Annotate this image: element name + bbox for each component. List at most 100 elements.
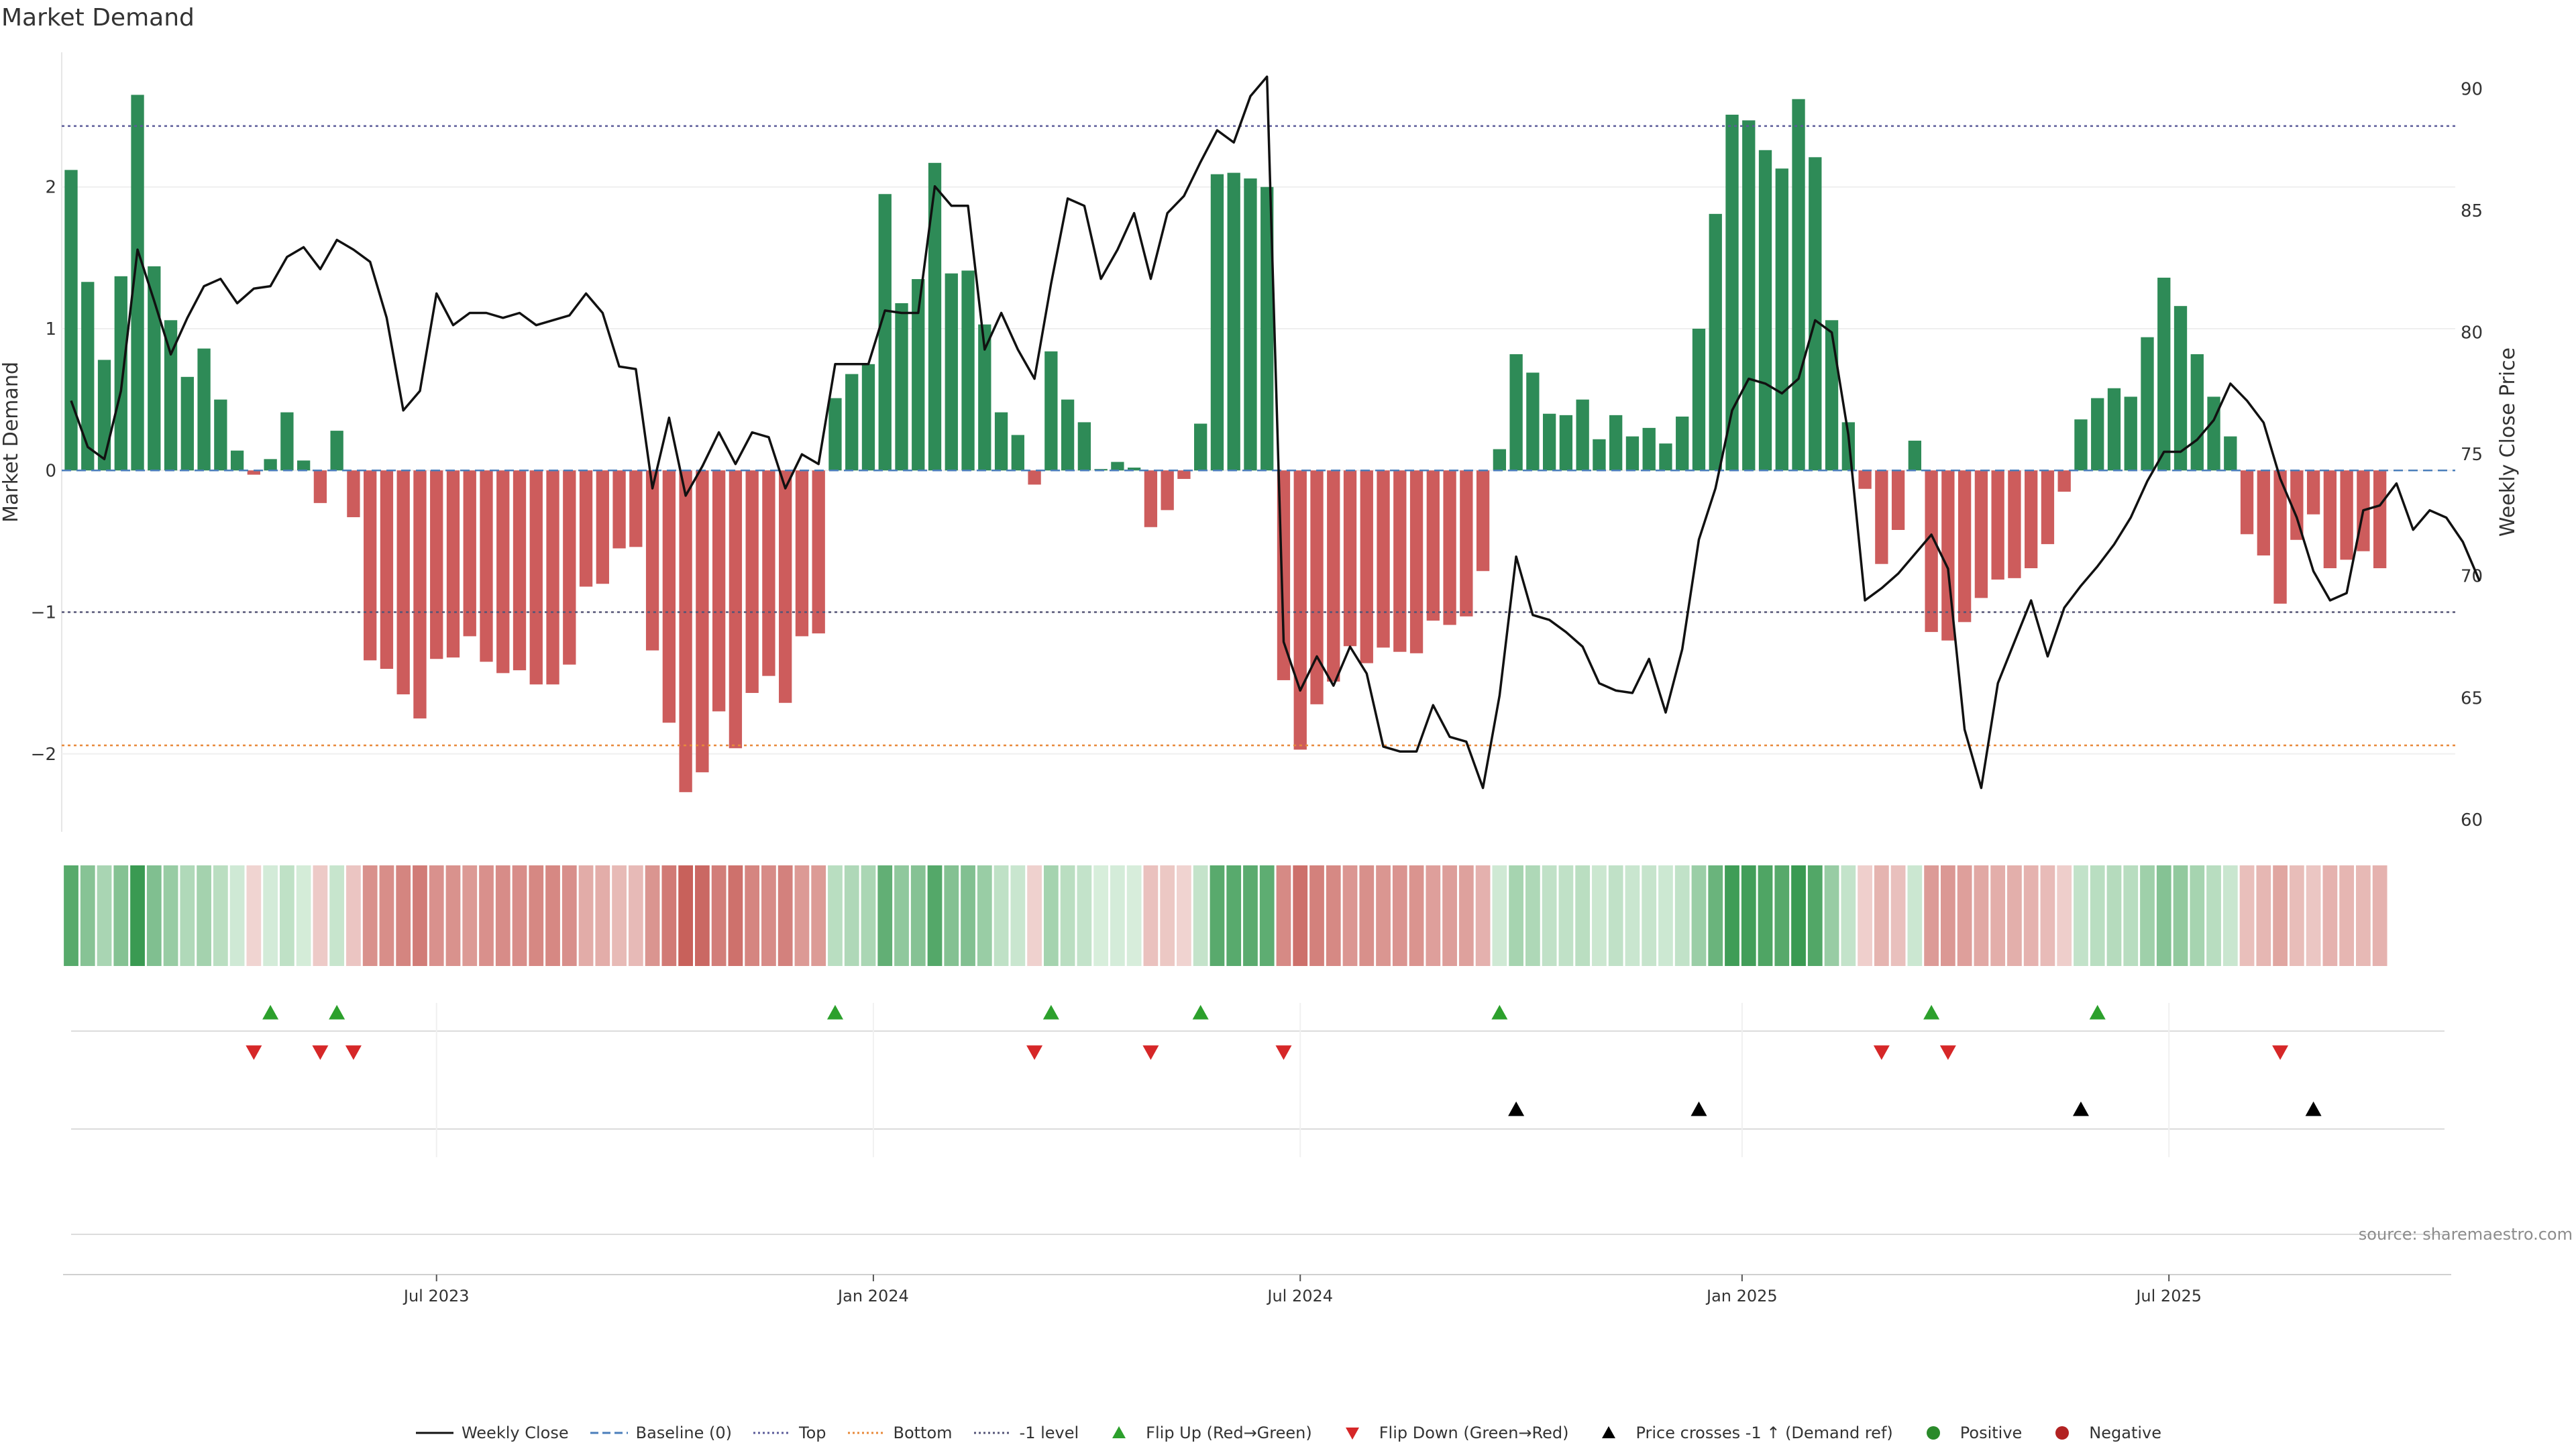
heat-strip-cell [2256,865,2271,966]
heat-strip-cell [2057,865,2072,966]
demand-bar-positive [978,324,991,471]
price-cross-marker [1508,1102,1525,1116]
y2-tick-label: 90 [2461,79,2483,99]
legend-label: -1 level [1019,1424,1079,1442]
heat-strip-cell [745,865,760,966]
demand-bar-negative [513,470,527,671]
heat-strip-cell [1475,865,1491,966]
heat-strip-cell [861,865,876,966]
demand-bar-positive [1493,449,1507,471]
flip-down-marker [1873,1045,1890,1060]
heat-strip-cell [313,865,328,966]
demand-bar-positive [1077,422,1091,471]
demand-bar-negative [2340,470,2353,560]
heat-strip-cell [1160,865,1175,966]
heat-strip-cell [2106,865,2122,966]
demand-bar-positive [1908,440,1922,471]
legend-triangle-up [1112,1426,1126,1438]
heat-strip-cell [961,865,975,966]
demand-panel: −2 −1 0 1 2 60 65 70 75 80 85 90 Market Demand Weekly… [0,52,2520,832]
flip-up-marker [329,1005,345,1020]
demand-bar-negative [2257,470,2270,556]
heat-strip-cell [1575,865,1591,966]
heat-strip-cell [379,865,394,966]
demand-bar-positive [1758,150,1772,471]
heat-strip-cell [130,865,145,966]
heat-strip-cell [1642,865,1657,966]
legend-label: Flip Down (Green→Red) [1379,1424,1569,1442]
legend-triangle-down [1345,1428,1359,1440]
demand-bar-positive [97,360,111,471]
demand-heat-strip [64,865,2387,966]
heat-strip-cell [661,865,677,966]
heat-strip-cell [828,865,843,966]
demand-bar-positive [1792,99,1805,471]
demand-bar-positive [1576,399,1589,471]
demand-bar-positive [197,348,211,471]
source-note: source: sharemaestro.com [2359,1225,2573,1244]
demand-bar-positive [297,460,311,471]
x-tick-label: Jul 2024 [1266,1287,1333,1305]
heat-strip-cell [1309,865,1324,966]
heat-strip-cell [944,865,959,966]
legend-label: Negative [2089,1424,2162,1442]
demand-bar-negative [1310,470,1324,704]
demand-bar-negative [2373,470,2387,569]
demand-bar-positive [2190,354,2204,471]
demand-bar-negative [2290,470,2304,540]
y-tick-label: 0 [45,461,56,481]
demand-bar-negative [1327,470,1340,682]
demand-bar-negative [546,470,559,685]
demand-bar-negative [1293,470,1307,750]
demand-bar-negative [430,470,443,659]
heat-strip-cell [2090,865,2105,966]
demand-bar-negative [729,470,743,749]
heat-strip-cell [1874,865,1889,966]
heat-strip-cell [1326,865,1341,966]
heat-strip-cell [1492,865,1507,966]
legend-item-flip_up: Flip Up (Red→Green) [1099,1424,1312,1442]
legend-item-close: Weekly Close [415,1424,569,1442]
demand-bar-negative [679,470,692,792]
heat-strip-cell [462,865,478,966]
flip-down-marker [246,1045,262,1060]
heat-strip-cell [794,865,810,966]
heat-strip-cell [1791,865,1806,966]
heat-strip-cell [578,865,594,966]
legend-swatch-flip_up [1112,1426,1126,1438]
demand-bar-negative [662,470,676,723]
demand-bar-negative [1177,470,1191,479]
heat-strip-cell [1210,865,1225,966]
legend-item-negative_dot: Negative [2042,1424,2161,1442]
demand-bar-positive [2224,436,2237,471]
heat-strip-cell [2140,865,2155,966]
demand-bar-negative [1028,470,1041,485]
demand-bar-negative [762,470,775,676]
demand-bar-positive [861,364,875,471]
heat-strip-cell [777,865,793,966]
heat-strip-cell [927,865,943,966]
legend-item-bottom: Bottom [847,1424,953,1442]
heat-strip-cell [2289,865,2304,966]
demand-bar-positive [1692,328,1706,471]
demand-bar-positive [1593,439,1606,471]
heat-strip-cell [1725,865,1739,966]
heat-strip-cell [1110,865,1125,966]
heat-strip-cell [163,865,178,966]
heat-strip-cell [1674,865,1690,966]
flip-down-marker [345,1045,362,1060]
demand-bar-negative [446,470,460,658]
demand-bar-positive [878,194,892,471]
heat-strip-cell [1143,865,1159,966]
demand-bar-positive [845,374,859,471]
heat-strip-cell [977,865,992,966]
legend-item-price_cross: Price crosses -1 ↑ (Demand ref) [1589,1424,1893,1442]
heat-strip-cell [1077,865,1092,966]
demand-bar-positive [2124,396,2137,471]
demand-bar-positive [280,412,294,471]
demand-bar-negative [1343,470,1357,647]
heat-strip-cell [2074,865,2088,966]
demand-bar-positive [230,450,244,471]
y2-tick-label: 70 [2461,567,2483,587]
